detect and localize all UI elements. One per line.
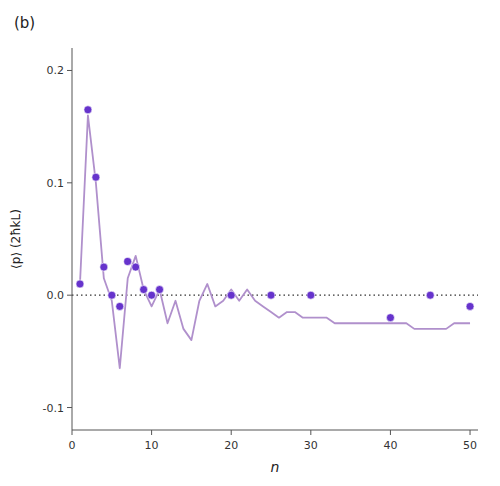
point — [466, 302, 474, 310]
point — [148, 291, 156, 299]
point — [426, 291, 434, 299]
y-axis-label: ⟨p⟩ (2ħkL) — [9, 209, 23, 269]
y-tick-label: 0.2 — [47, 64, 65, 77]
point — [76, 280, 84, 288]
x-tick — [231, 430, 232, 435]
point — [84, 106, 92, 114]
chart: (b) -0.1 0.0 0.1 0.2 0 10 20 30 40 50 n ⟨p⟩ (2ħkL) — [0, 0, 500, 486]
x-tick — [151, 430, 152, 435]
x-tick-label: 40 — [383, 439, 397, 452]
x-tick — [470, 430, 471, 435]
x-tick — [310, 430, 311, 435]
point — [267, 291, 275, 299]
y-tick — [67, 295, 72, 296]
y-tick-label: -0.1 — [43, 402, 64, 415]
x-tick — [72, 430, 73, 435]
x-tick-label: 20 — [224, 439, 238, 452]
point — [100, 263, 108, 271]
point — [386, 314, 394, 322]
x-tick — [390, 430, 391, 435]
y-tick-label: 0.0 — [47, 289, 65, 302]
point — [227, 291, 235, 299]
line — [80, 115, 470, 368]
y-tick-label: 0.1 — [47, 177, 65, 190]
point — [116, 302, 124, 310]
point — [156, 286, 164, 294]
point — [307, 291, 315, 299]
title: (b) — [14, 14, 35, 32]
point — [124, 257, 132, 265]
y-tick — [67, 182, 72, 183]
x-tick-label: 10 — [145, 439, 159, 452]
x-axis — [72, 430, 478, 431]
x-tick-label: 30 — [304, 439, 318, 452]
point — [140, 286, 148, 294]
point — [108, 291, 116, 299]
plot-area — [76, 106, 474, 368]
y-tick — [67, 407, 72, 408]
point — [132, 263, 140, 271]
x-tick-label: 0 — [69, 439, 76, 452]
y-tick — [67, 70, 72, 71]
y-axis — [72, 48, 73, 430]
x-axis-label: n — [271, 459, 280, 475]
x-tick-label: 50 — [463, 439, 477, 452]
point — [92, 173, 100, 181]
